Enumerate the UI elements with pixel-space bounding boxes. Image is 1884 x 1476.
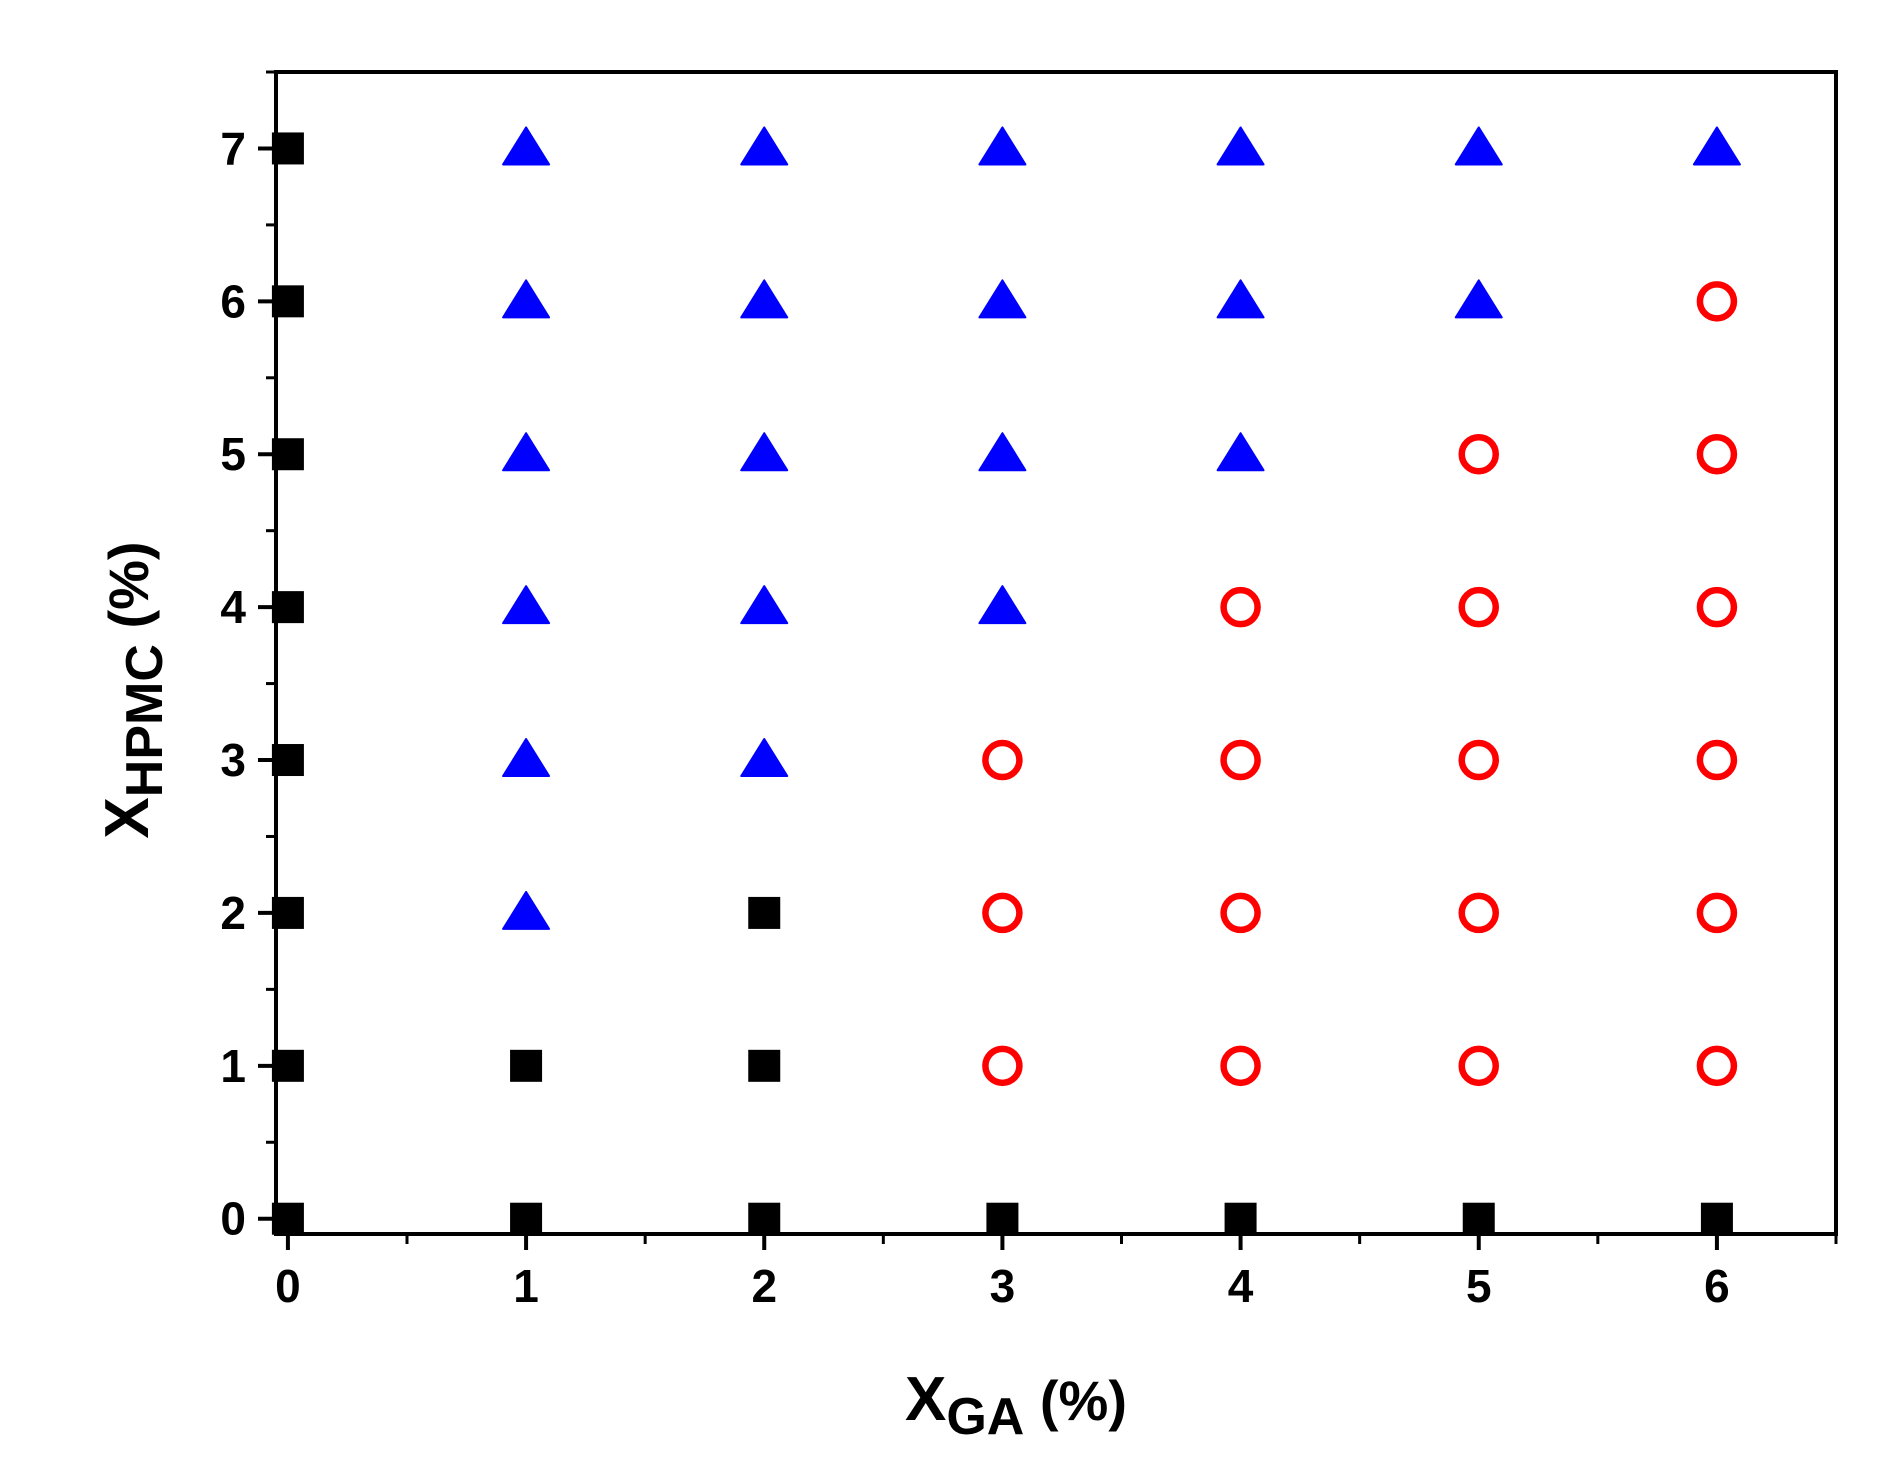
- triangle-marker: [740, 126, 789, 166]
- triangle-marker: [740, 279, 789, 319]
- circle-marker: [1458, 433, 1499, 475]
- circle-marker: [1696, 433, 1738, 475]
- triangle-marker: [978, 279, 1027, 319]
- triangle-marker: [1454, 126, 1503, 166]
- y-axis-ticks: [258, 70, 276, 1221]
- circle-marker: [1696, 586, 1738, 628]
- x-tick-label: 1: [513, 1260, 539, 1312]
- square-marker: [748, 1202, 781, 1235]
- circle-marker: [1696, 739, 1738, 781]
- square-marker: [986, 1202, 1019, 1235]
- y-tick-label: 2: [220, 887, 246, 939]
- circle-marker: [1696, 281, 1738, 322]
- x-tick-label: 3: [990, 1260, 1016, 1312]
- square-marker: [1462, 1202, 1495, 1235]
- y-tick-label: 7: [220, 122, 246, 174]
- circle-marker: [1458, 1045, 1499, 1087]
- square-marker: [271, 591, 304, 624]
- y-axis-title: XHPMC (%): [93, 541, 174, 838]
- y-axis-title-suffix: (%): [97, 541, 160, 644]
- y-tick-label: 5: [220, 428, 246, 480]
- square-marker: [271, 744, 304, 777]
- circle-marker: [1220, 739, 1261, 781]
- square-marker: [748, 1049, 781, 1082]
- circle-marker: [982, 892, 1023, 934]
- square-marker: [510, 1049, 543, 1082]
- triangle-marker: [1216, 126, 1265, 166]
- square-marker: [271, 1049, 304, 1082]
- triangle-marker: [740, 432, 789, 472]
- data-markers: [271, 126, 1741, 1235]
- circle-marker: [1696, 892, 1738, 934]
- triangle-marker: [1216, 432, 1265, 472]
- triangle-marker: [978, 432, 1027, 472]
- triangle-marker: [740, 738, 789, 778]
- square-marker: [271, 285, 304, 318]
- triangle-marker: [502, 126, 551, 166]
- circle-marker: [1458, 892, 1499, 934]
- square-marker: [271, 1202, 304, 1235]
- circle-marker: [1220, 586, 1261, 628]
- square-marker: [271, 132, 304, 165]
- circle-marker: [1220, 892, 1261, 934]
- y-axis-tick-labels: 0 1 2 3 4 5 6 7: [220, 122, 246, 1244]
- y-tick-label: 4: [220, 581, 246, 633]
- triangle-marker: [1216, 279, 1265, 319]
- square-marker: [271, 438, 304, 471]
- triangle-marker: [502, 738, 551, 778]
- square-marker: [510, 1202, 543, 1235]
- triangle-marker: [978, 126, 1027, 166]
- x-axis-title-subscript: GA: [946, 1388, 1024, 1446]
- circle-marker: [1458, 586, 1499, 628]
- triangle-marker: [502, 890, 551, 930]
- square-marker: [1224, 1202, 1257, 1235]
- y-axis-title-main: X: [93, 797, 162, 838]
- circle-marker: [982, 739, 1023, 781]
- y-tick-label: 1: [220, 1040, 246, 1092]
- plot-frame: [274, 70, 1838, 1236]
- x-tick-label: 0: [275, 1260, 301, 1312]
- circle-marker: [1696, 1045, 1738, 1087]
- x-axis-title: XGA (%): [905, 1365, 1127, 1446]
- y-tick-label: 3: [220, 734, 246, 786]
- triangle-marker: [740, 585, 789, 625]
- x-axis-title-suffix: (%): [1024, 1369, 1127, 1432]
- circle-marker: [1220, 1045, 1261, 1087]
- square-marker: [748, 896, 781, 929]
- circle-marker: [982, 1045, 1023, 1087]
- triangle-marker: [502, 585, 551, 625]
- triangle-marker: [1692, 126, 1741, 166]
- y-tick-label: 6: [220, 275, 246, 327]
- triangle-marker: [502, 279, 551, 319]
- x-tick-label: 6: [1704, 1260, 1730, 1312]
- square-marker: [1700, 1202, 1733, 1235]
- triangle-marker: [978, 585, 1027, 625]
- y-tick-label: 0: [220, 1193, 246, 1245]
- x-axis-title-main: X: [905, 1365, 946, 1434]
- x-axis-tick-labels: 0 1 2 3 4 5 6: [275, 1260, 1730, 1312]
- x-tick-label: 4: [1228, 1260, 1254, 1312]
- x-tick-label: 5: [1466, 1260, 1492, 1312]
- triangle-marker: [502, 432, 551, 472]
- y-axis-title-subscript: HPMC: [116, 644, 174, 797]
- circle-marker: [1458, 739, 1499, 781]
- x-axis-ticks: [285, 1234, 1838, 1250]
- triangle-marker: [1454, 279, 1503, 319]
- square-marker: [271, 896, 304, 929]
- x-tick-label: 2: [751, 1260, 777, 1312]
